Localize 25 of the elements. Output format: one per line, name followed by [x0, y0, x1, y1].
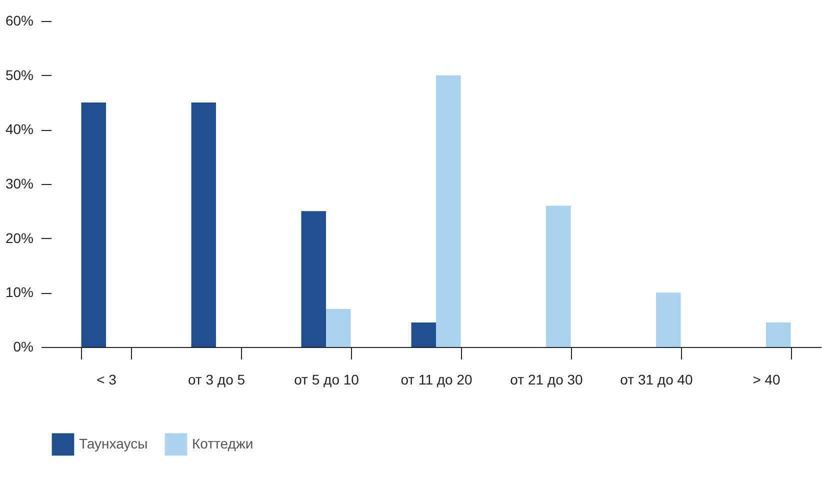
- bar: [546, 206, 571, 347]
- bar: [191, 102, 216, 347]
- x-tick-label: от 21 до 30: [510, 372, 584, 388]
- bar: [436, 75, 461, 347]
- legend-label: Коттеджи: [192, 435, 254, 452]
- x-tick-label: < 3: [96, 372, 117, 388]
- x-tick-label: от 3 до 5: [188, 372, 246, 388]
- y-tick-label: 10%: [5, 284, 34, 300]
- bar: [301, 211, 326, 347]
- y-tick-label: 60%: [5, 12, 34, 28]
- bar: [766, 322, 791, 347]
- bar: [656, 292, 681, 347]
- bar: [326, 308, 351, 347]
- x-tick-label: от 5 до 10: [294, 372, 360, 388]
- y-tick-label: 50%: [5, 66, 34, 83]
- x-tick-label: от 31 до 40: [620, 372, 694, 388]
- bar: [411, 322, 436, 347]
- y-tick-label: 30%: [5, 176, 34, 192]
- x-tick-label: > 40: [752, 372, 781, 388]
- x-tick-label: от 11 до 20: [400, 372, 473, 388]
- y-tick-label: 0%: [13, 338, 34, 354]
- y-tick-label: 20%: [5, 230, 34, 246]
- bar: [81, 102, 106, 347]
- y-tick-label: 40%: [5, 121, 34, 138]
- legend-label: Таунхаусы: [79, 435, 148, 452]
